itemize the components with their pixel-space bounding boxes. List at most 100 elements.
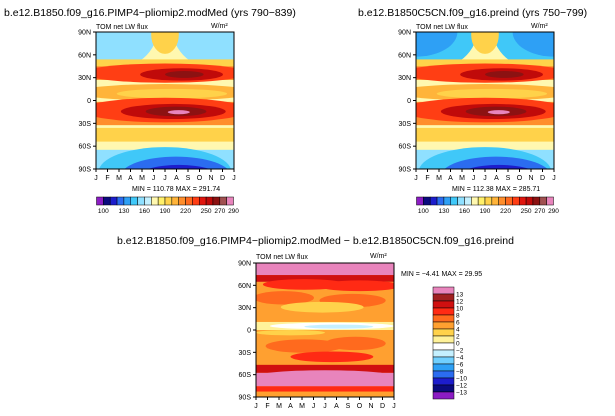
colorbar-swatch — [185, 196, 193, 206]
x-tick-label: J — [163, 175, 167, 182]
colorbar-label: 220 — [500, 208, 511, 215]
x-tick-label: A — [128, 175, 133, 182]
contour-band — [256, 275, 394, 282]
panel-3-stats: MIN = −4.41 MAX = 29.95 — [401, 271, 482, 278]
colorbar-swatch — [103, 196, 111, 206]
y-tick-label: 0 — [247, 328, 251, 335]
colorbar-label: −13 — [456, 390, 467, 397]
colorbar-swatch — [199, 196, 207, 206]
y-tick-label: 30N — [238, 305, 251, 312]
y-tick-label: 30N — [78, 75, 91, 82]
x-tick-label: J — [392, 403, 396, 410]
colorbar-swatch — [498, 196, 506, 206]
colorbar-swatch — [546, 196, 554, 206]
panel-3-heatmap — [256, 263, 394, 397]
colorbar-swatch — [219, 196, 227, 206]
colorbar-label: 190 — [480, 208, 491, 215]
x-tick-label: S — [346, 403, 351, 410]
colorbar-swatch — [443, 196, 451, 206]
panel-1-subtitle: TOM net LW flux — [96, 24, 148, 31]
contour-region — [444, 156, 548, 169]
y-tick-label: 60S — [399, 144, 412, 151]
colorbar-swatch — [477, 196, 486, 206]
x-tick-label: N — [368, 403, 373, 410]
panel-2-units: W/m² — [531, 23, 548, 30]
x-tick-label: O — [197, 175, 203, 182]
x-tick-label: S — [506, 175, 511, 182]
colorbar-swatch — [436, 196, 445, 206]
colorbar-label: −8 — [456, 369, 464, 376]
colorbar-swatch — [109, 196, 118, 206]
colorbar-swatch — [432, 328, 455, 337]
colorbar-swatch — [416, 196, 424, 206]
colorbar-swatch — [491, 196, 499, 206]
colorbar-label: 160 — [459, 208, 470, 215]
colorbar-swatch — [192, 196, 200, 206]
colorbar-label: 250 — [201, 208, 212, 215]
colorbar-swatch — [432, 391, 455, 400]
colorbar-swatch — [519, 196, 527, 206]
colorbar-swatch — [178, 196, 186, 206]
y-tick-label: 60N — [398, 52, 411, 59]
panel-1-stats: MIN = 110.78 MAX = 291.74 — [132, 186, 220, 193]
colorbar-swatch — [432, 342, 455, 351]
colorbar-swatch — [96, 196, 104, 206]
colorbar-label: 270 — [534, 208, 545, 215]
x-tick-label: J — [472, 175, 476, 182]
contour-region — [165, 71, 204, 78]
x-tick-label: J — [312, 403, 316, 410]
y-tick-label: 90N — [238, 261, 251, 268]
colorbar-swatch — [164, 196, 173, 206]
colorbar-swatch — [484, 196, 493, 206]
contour-region — [256, 291, 314, 305]
panel-2-stats: MIN = 112.38 MAX = 285.71 — [452, 186, 540, 193]
panel-1-title: b.e12.B1850.f09_g16.PIMP4−pliomip2.modMe… — [4, 7, 296, 19]
x-tick-label: A — [174, 175, 179, 182]
panel-3-y-ticks: 90N 60N 30N 0 30S 60S 90S — [238, 261, 256, 402]
y-tick-label: 60S — [79, 144, 92, 151]
panel-2-colorbar: 100 130 160 190 220 250 270 290 — [416, 196, 559, 215]
colorbar-label: −10 — [456, 376, 467, 383]
colorbar-label: 250 — [521, 208, 532, 215]
x-tick-label: S — [186, 175, 191, 182]
colorbar-swatch — [512, 196, 520, 206]
colorbar-swatch — [525, 196, 534, 206]
colorbar-label: 4 — [456, 327, 460, 334]
y-tick-label: 90N — [78, 30, 91, 37]
y-tick-label: 60N — [238, 283, 251, 290]
contour-region — [167, 110, 190, 115]
contour-region — [124, 156, 228, 169]
colorbar-label: 10 — [456, 306, 464, 313]
colorbar-swatch — [505, 196, 513, 206]
colorbar-label: 2 — [456, 334, 460, 341]
y-tick-label: 30S — [79, 121, 92, 128]
x-tick-label: J — [414, 175, 418, 182]
x-tick-label: M — [139, 175, 145, 182]
colorbar-swatch — [450, 196, 458, 206]
colorbar-swatch — [432, 363, 455, 372]
contour-region — [280, 301, 364, 313]
x-tick-label: J — [232, 175, 236, 182]
y-tick-label: 60N — [78, 52, 91, 59]
colorbar-label: 12 — [456, 299, 464, 306]
colorbar-swatch — [423, 196, 431, 206]
contour-region — [512, 32, 554, 57]
colorbar-label: 100 — [418, 208, 429, 215]
contour-region — [487, 110, 510, 115]
panel-2-heatmap — [416, 32, 554, 169]
panel-1-y-ticks: 90N 60N 30N 0 30S 60S 90S — [78, 30, 96, 174]
contour-region — [471, 32, 499, 54]
colorbar-label: 13 — [456, 292, 464, 299]
x-tick-label: N — [528, 175, 533, 182]
y-tick-label: 90S — [399, 167, 412, 174]
contour-band — [416, 127, 554, 142]
panel-1: b.e12.B1850.f09_g16.PIMP4−pliomip2.modMe… — [4, 7, 296, 215]
contour-region — [151, 32, 179, 54]
colorbar-label: 220 — [180, 208, 191, 215]
colorbar-label: −2 — [456, 348, 464, 355]
x-tick-label: A — [288, 403, 293, 410]
colorbar-swatch — [226, 196, 234, 206]
